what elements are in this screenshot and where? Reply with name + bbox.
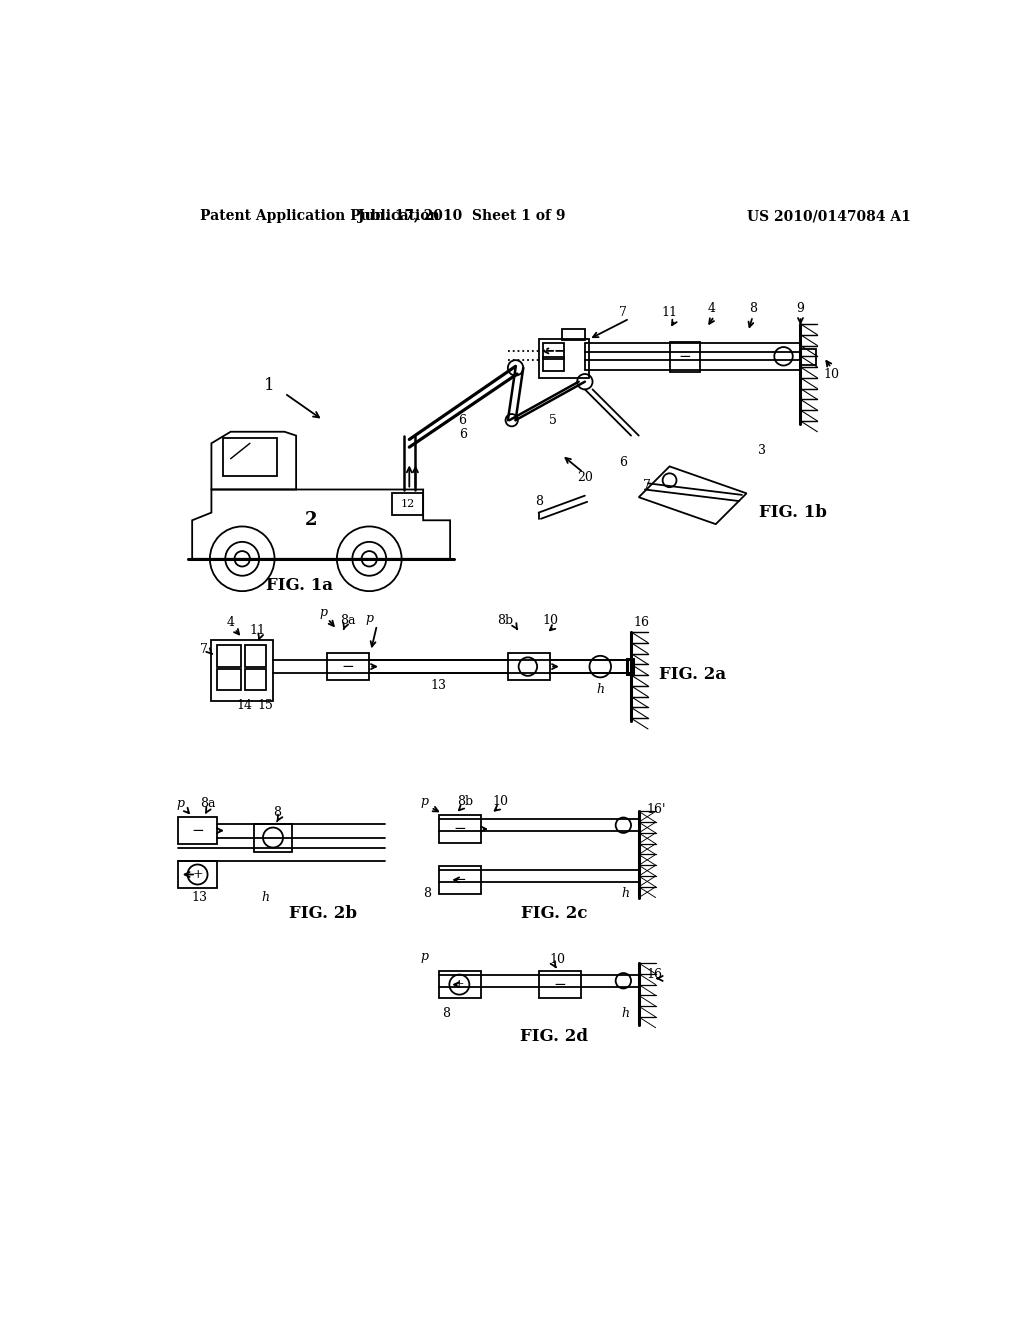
Bar — [178, 817, 217, 845]
Bar — [245, 669, 266, 690]
Text: −: − — [191, 824, 204, 838]
Text: FIG. 2c: FIG. 2c — [521, 904, 588, 921]
Text: 5: 5 — [549, 413, 556, 426]
Bar — [223, 438, 276, 477]
Text: 2: 2 — [305, 511, 317, 529]
Text: 12: 12 — [400, 499, 415, 510]
Text: FIG. 2b: FIG. 2b — [289, 904, 357, 921]
Text: 7: 7 — [200, 643, 208, 656]
Text: h: h — [621, 1007, 629, 1019]
Text: 13: 13 — [430, 680, 446, 693]
Text: 9: 9 — [797, 302, 805, 315]
Bar — [178, 861, 217, 888]
Bar — [628, 659, 634, 675]
Bar — [245, 645, 266, 667]
Text: +: + — [454, 978, 465, 991]
Text: FIG. 1b: FIG. 1b — [759, 504, 826, 521]
Text: 20: 20 — [577, 471, 593, 484]
Bar — [392, 494, 423, 515]
Text: FIG. 2a: FIG. 2a — [659, 665, 726, 682]
Bar — [438, 866, 481, 894]
Text: 13: 13 — [191, 891, 208, 904]
Bar — [438, 816, 481, 843]
Text: 15: 15 — [257, 698, 273, 711]
Text: 6: 6 — [459, 428, 467, 441]
Text: 10: 10 — [823, 367, 840, 380]
Text: p: p — [421, 950, 429, 964]
Text: 8: 8 — [535, 495, 543, 508]
Bar — [438, 970, 481, 998]
Text: 6: 6 — [458, 413, 466, 426]
Text: 7: 7 — [620, 306, 628, 319]
Bar — [217, 645, 242, 667]
Text: FIG. 2d: FIG. 2d — [520, 1028, 588, 1044]
Text: −: − — [553, 978, 566, 991]
Bar — [585, 343, 801, 370]
Text: −: − — [453, 873, 466, 887]
Text: 6: 6 — [620, 455, 628, 469]
Text: 8: 8 — [749, 302, 757, 315]
Text: US 2010/0147084 A1: US 2010/0147084 A1 — [746, 209, 910, 223]
Text: 16: 16 — [646, 968, 663, 981]
Bar — [670, 342, 700, 372]
Bar — [217, 669, 242, 690]
Text: 11: 11 — [250, 624, 265, 638]
Text: h: h — [621, 887, 629, 900]
Text: p: p — [176, 797, 184, 810]
Text: 16: 16 — [634, 616, 649, 630]
Text: p: p — [421, 795, 429, 808]
Text: 8a: 8a — [200, 797, 215, 810]
Bar — [539, 339, 589, 378]
Text: +: + — [193, 869, 203, 880]
Bar — [562, 330, 585, 341]
Text: 10: 10 — [493, 795, 508, 808]
Text: 11: 11 — [662, 306, 678, 319]
Text: 8a: 8a — [340, 614, 355, 627]
Text: 7: 7 — [642, 479, 650, 492]
Bar — [211, 640, 273, 701]
Text: p: p — [366, 612, 374, 626]
Text: Jun. 17, 2010  Sheet 1 of 9: Jun. 17, 2010 Sheet 1 of 9 — [358, 209, 565, 223]
Bar — [327, 653, 370, 681]
Text: 16': 16' — [646, 803, 666, 816]
Text: FIG. 1a: FIG. 1a — [266, 577, 334, 594]
Text: 10: 10 — [543, 614, 558, 627]
Text: 8b: 8b — [458, 795, 473, 808]
Text: −: − — [341, 660, 354, 673]
Bar — [543, 358, 564, 371]
Text: −: − — [679, 350, 691, 364]
Bar — [539, 970, 581, 998]
Text: 4: 4 — [708, 302, 716, 315]
Text: −: − — [453, 822, 466, 836]
Bar — [254, 825, 292, 853]
Text: 8: 8 — [272, 807, 281, 820]
Text: 8: 8 — [423, 887, 431, 900]
Bar — [508, 653, 550, 681]
Text: h: h — [261, 891, 269, 904]
Text: 1: 1 — [264, 378, 274, 395]
Bar — [801, 350, 816, 364]
Bar — [543, 343, 564, 359]
Text: 10: 10 — [550, 953, 566, 966]
Text: Patent Application Publication: Patent Application Publication — [200, 209, 439, 223]
Text: 8b: 8b — [497, 614, 513, 627]
Text: 8: 8 — [442, 1007, 451, 1019]
Text: 4: 4 — [226, 616, 234, 630]
Text: h: h — [596, 684, 604, 696]
Text: 3: 3 — [758, 445, 766, 458]
Text: 14: 14 — [237, 698, 253, 711]
Text: p: p — [319, 606, 327, 619]
